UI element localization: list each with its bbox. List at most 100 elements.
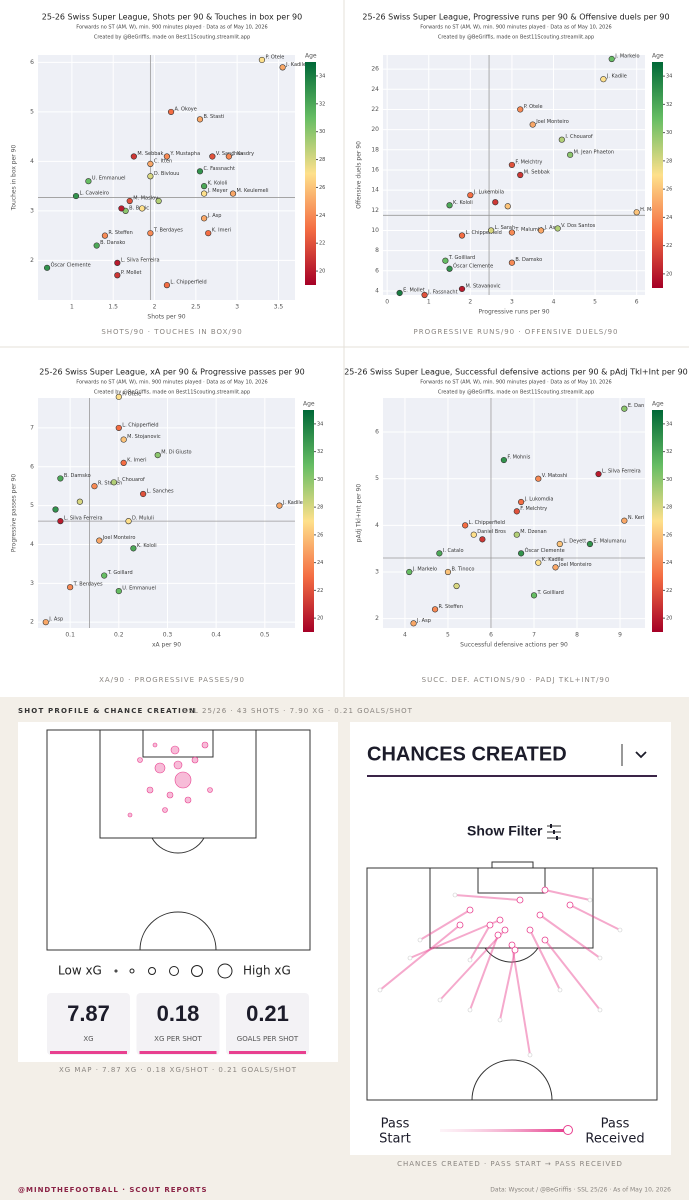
point-label: J. Kadile [282,500,303,506]
shot [166,791,174,799]
y-tick-label: 3 [30,207,34,214]
point-label: L. Silva Ferreira [121,257,160,263]
section-title: SHOT PROFILE & CHANCE CREATION [18,707,196,715]
point [147,173,154,180]
point [517,171,524,179]
point [147,160,154,167]
pass-end [511,946,519,954]
pass-end [508,941,516,949]
point-label: D. Bivlouu [154,171,180,177]
point [57,475,64,482]
colorbar-tick-label: 32 [666,102,672,108]
point [517,498,525,506]
goal [491,861,534,869]
pass-start [597,955,603,961]
stat-value: 0.18 [157,1001,200,1026]
point [115,587,122,595]
pass-end [456,921,464,929]
legend-end [563,1125,573,1135]
colorbar-tick-label: 30 [666,130,672,136]
point [154,452,161,459]
y-tick-label: 18 [371,146,379,153]
pass [419,909,471,941]
shot [146,786,154,794]
point [196,168,204,175]
point-label: I. Chouarof [565,134,593,140]
point-label: J. Markelo [614,54,639,60]
colorbar-tick-label: 24 [666,215,672,221]
colorbar [652,410,663,632]
chart-title: 25-26 Swiss Super League, xA per 90 & Pr… [39,368,304,377]
legend-high: High xG [243,964,291,978]
point [57,518,64,525]
shot [170,745,180,755]
colorbar-tick-label: 34 [666,74,672,80]
chances-caption: CHANCES CREATED · PASS START → PASS RECE… [397,1160,623,1168]
colorbar-tick-label: 24 [317,560,323,566]
x-tick-label: 7 [532,632,536,639]
y-tick-label: 16 [371,166,379,173]
pass-start [597,1007,603,1013]
colorbar [303,410,314,632]
point [442,257,449,264]
point-label: K. Imeri [127,457,146,463]
point-label: K. Kololi [137,543,157,549]
chart-subtitle: Forwards no ST (AM, W), min. 900 minutes… [76,380,267,386]
point [130,545,137,552]
centre-circle [139,911,217,951]
point [130,153,137,160]
x-tick-label: 9 [618,632,622,639]
point-label: M. Stavanovic [466,283,501,289]
point [446,202,453,209]
point-label: R. Steffen [98,481,122,487]
point [120,436,127,443]
pass-end [541,936,549,944]
pass-end [501,926,509,934]
point-label: T. Berdayes [73,582,103,588]
point-label: P. Otele [524,104,543,110]
chart-subtitle: Forwards no ST (AM, W), min. 900 minutes… [76,25,267,31]
point-label: J. Lukembila [473,190,504,196]
filter-knob [556,836,558,840]
x-tick-label: 6 [635,299,639,306]
colorbar-title: Age [303,401,315,408]
point-label: H. Mo [640,207,654,213]
stat-label: XG PER SHOT [154,1035,202,1043]
colorbar-tick-label: 22 [317,588,323,594]
pass-start [467,1007,473,1013]
pass-start [452,892,458,898]
point [209,153,216,160]
chart-credit: Created by @BeGriffis, made on Best11Sco… [438,390,594,396]
six-yard-box [142,729,214,758]
y-tick-label: 14 [371,187,379,194]
x-axis-label: Shots per 90 [147,314,185,321]
footer-right: Data: Wyscout / @BeGriffis · SSL 25/26 ·… [490,1187,671,1194]
show-filter[interactable]: Show Filter [467,823,543,839]
point [488,227,495,234]
point [163,282,171,289]
point-label: K. Kololi [208,181,228,187]
colorbar-tick-label: 28 [666,505,672,511]
point [600,76,607,83]
y-tick-label: 26 [371,66,379,73]
stat-label: XG [83,1035,93,1043]
y-tick-label: 2 [30,619,34,626]
point [556,540,563,548]
x-tick-label: 3.5 [274,304,284,311]
colorbar-tick-label: 20 [317,616,323,622]
point [114,259,121,266]
pass [499,949,516,1021]
chart-caption: XA/90 · PROGRESSIVE PASSES/90 [99,676,245,684]
point-label: J. Markelo [412,567,437,573]
point-label: J. Fassnacht [427,290,457,296]
chart-credit: Created by @BeGriffis, made on Best11Sco… [94,35,250,41]
point-label: L. Chipperfield [122,422,158,428]
point [115,393,122,400]
penalty-arc [484,947,539,963]
point [120,459,127,466]
point-label: T. Goilliard [448,255,475,261]
point-label: B. Tinoco [451,567,474,573]
point-label: M. Jean Phaeton [574,149,614,155]
point [96,537,103,544]
y-tick-label: 3 [30,580,34,587]
